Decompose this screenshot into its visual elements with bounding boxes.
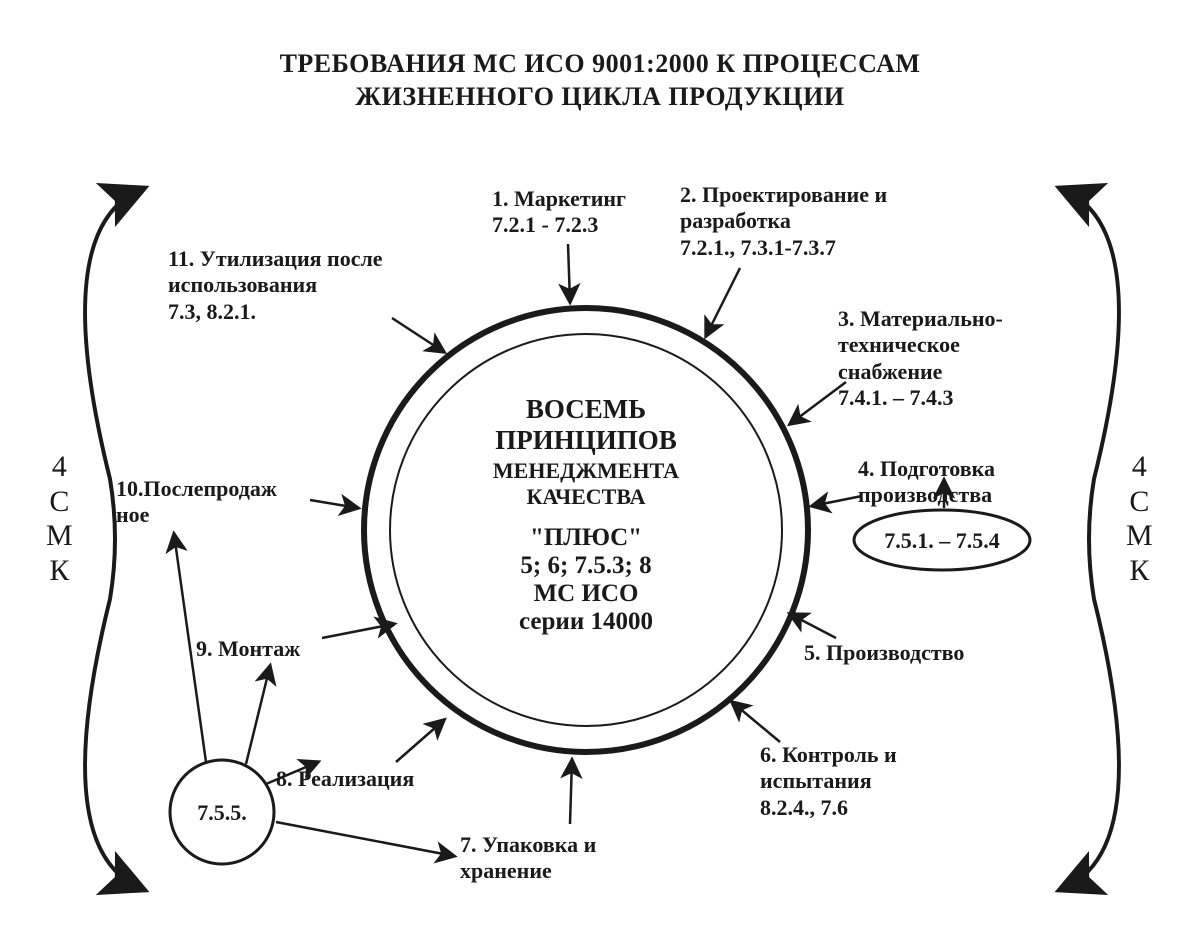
item-n5: 5. Производство bbox=[804, 640, 964, 666]
item-n1: 1. Маркетинг 7.2.1 - 7.2.3 bbox=[492, 186, 626, 239]
ellipse-label: 7.5.1. – 7.5.4 bbox=[864, 528, 1020, 554]
item-n8: 8. Реализация bbox=[276, 766, 414, 792]
center-l8: серии 14000 bbox=[426, 608, 746, 636]
center-l4: КАЧЕСТВА bbox=[426, 484, 746, 510]
item-n6: 6. Контроль и испытания 8.2.4., 7.6 bbox=[760, 742, 897, 821]
item-n3: 3. Материально- техническое снабжение 7.… bbox=[838, 306, 1003, 412]
center-l1: ВОСЕМЬ bbox=[426, 394, 746, 425]
center-l7: МС ИСО bbox=[426, 580, 746, 608]
item-n10: 10.Послепродаж ное bbox=[116, 476, 277, 529]
small-circle-label: 7.5.5. bbox=[190, 800, 254, 826]
item-n11: 11. Утилизация после использования 7.3, … bbox=[168, 246, 383, 325]
center-l2: ПРИНЦИПОВ bbox=[426, 425, 746, 456]
item-n9: 9. Монтаж bbox=[196, 636, 300, 662]
center-block: ВОСЕМЬ ПРИНЦИПОВ МЕНЕДЖМЕНТА КАЧЕСТВА "П… bbox=[426, 394, 746, 636]
center-l5: "ПЛЮС" bbox=[426, 524, 746, 552]
item-n2: 2. Проектирование и разработка 7.2.1., 7… bbox=[680, 182, 887, 261]
center-l3: МЕНЕДЖМЕНТА bbox=[426, 458, 746, 484]
diagram-root: ТРЕБОВАНИЯ МС ИСО 9001:2000 К ПРОЦЕССАМ … bbox=[0, 0, 1200, 951]
side-label-right: 4 С М К bbox=[1126, 450, 1153, 588]
item-n7: 7. Упаковка и хранение bbox=[460, 832, 596, 885]
center-l6: 5; 6; 7.5.3; 8 bbox=[426, 552, 746, 580]
side-label-left: 4 С М К bbox=[46, 450, 73, 588]
item-n4: 4. Подготовка производства bbox=[858, 456, 995, 509]
